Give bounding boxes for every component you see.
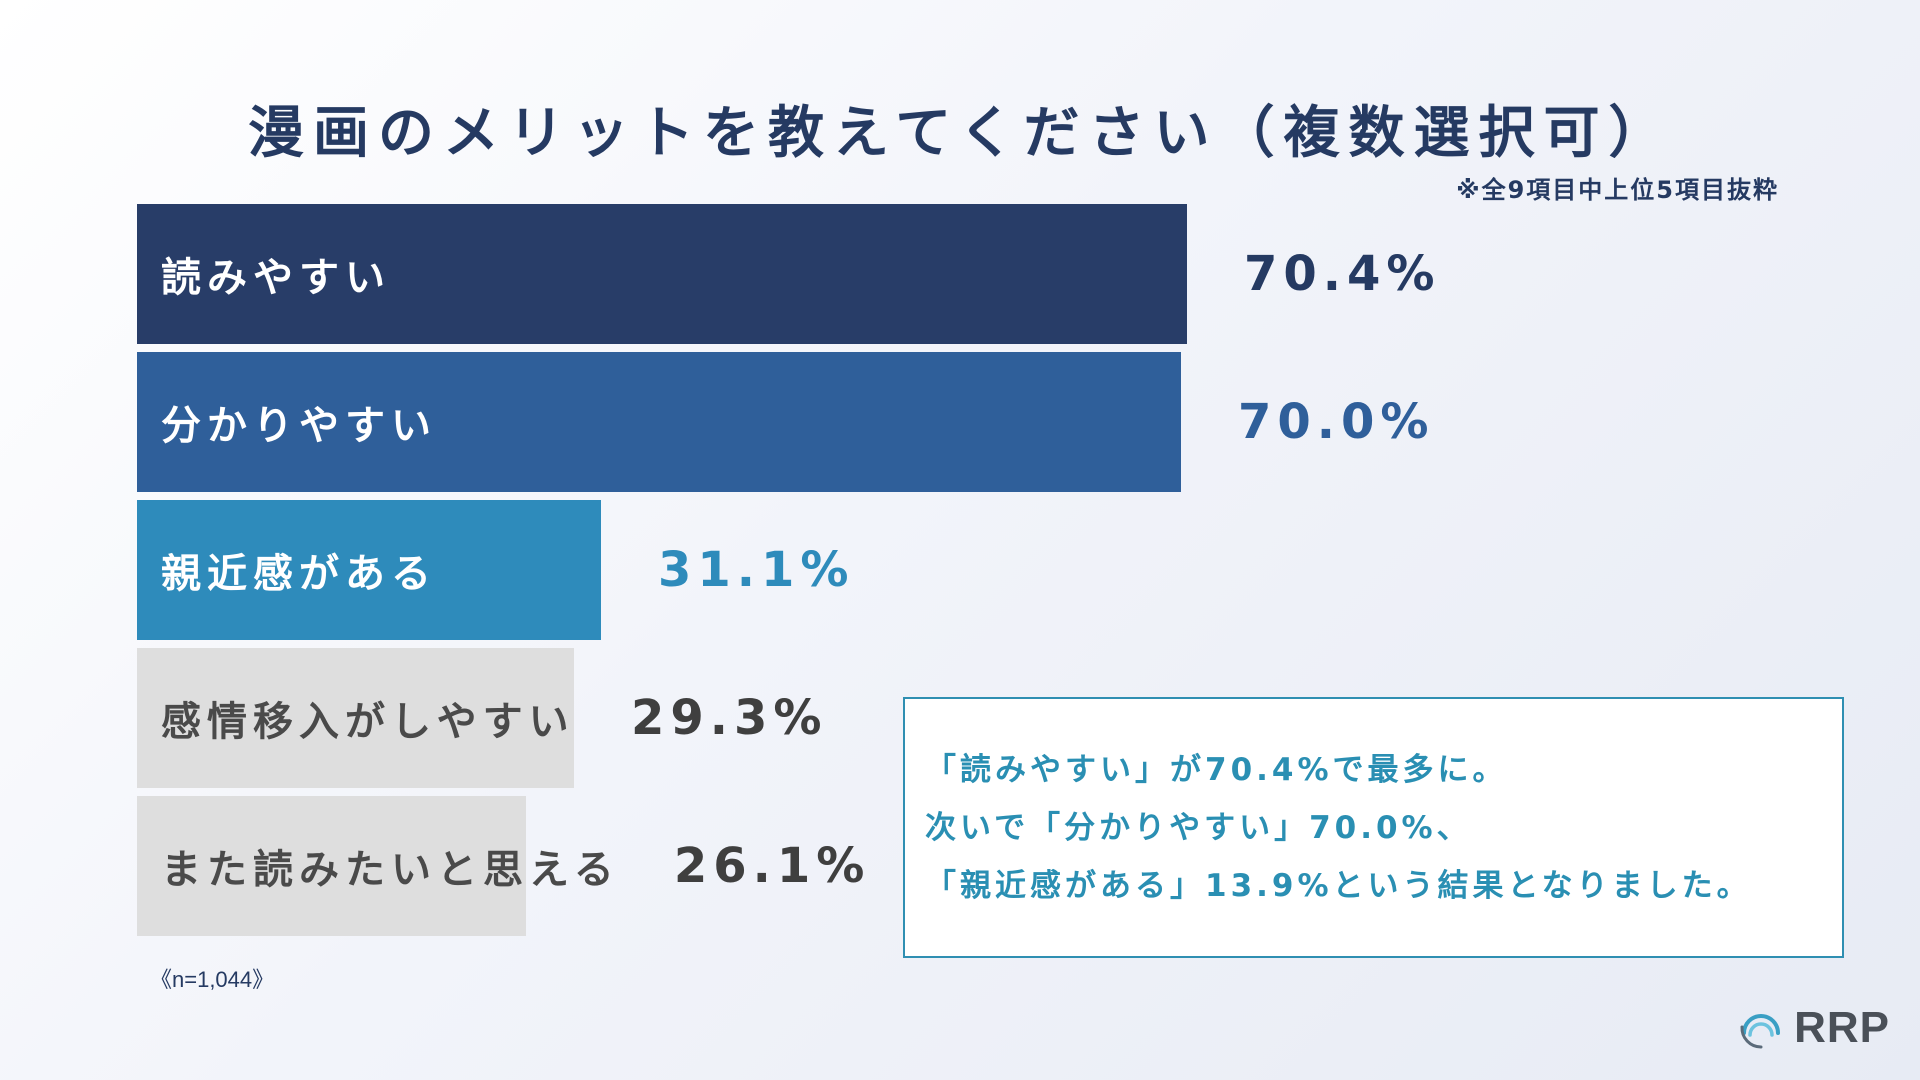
bar-4: 感情移入がしやすい bbox=[137, 648, 574, 788]
concentric-arc-logo-icon bbox=[1740, 1014, 1781, 1049]
bar-label-3: 親近感がある bbox=[161, 551, 437, 597]
bar-3: 親近感がある bbox=[137, 500, 601, 640]
chart-title: 漫画のメリットを教えてください（複数選択可） bbox=[248, 101, 1674, 166]
sample-size: 《n=1,044》 bbox=[150, 967, 275, 992]
bar-2: 分かりやすい bbox=[137, 352, 1181, 492]
summary-line-2: 次いで「分かりやすい」70.0%、 bbox=[925, 810, 1472, 846]
bar-label-1: 読みやすい bbox=[161, 255, 391, 301]
bar-value-4: 29.3% bbox=[631, 690, 828, 746]
bar-value-3: 31.1% bbox=[658, 542, 855, 598]
bar-value-2: 70.0% bbox=[1238, 394, 1435, 450]
bar-5: また読みたいと思える bbox=[137, 796, 614, 936]
bar-value-5: 26.1% bbox=[673, 838, 871, 894]
bar-value-1: 70.4% bbox=[1244, 246, 1441, 302]
bar-label-2: 分かりやすい bbox=[161, 403, 437, 449]
summary-line-1: 「読みやすい」が70.4%で最多に。 bbox=[925, 752, 1508, 788]
bar-1: 読みやすい bbox=[137, 204, 1187, 344]
logo-text: RRP bbox=[1794, 1003, 1890, 1052]
bar-label-5: また読みたいと思える bbox=[161, 847, 620, 893]
summary-line-3: 「親近感がある」13.9%という結果となりました。 bbox=[925, 868, 1752, 904]
bar-label-4: 感情移入がしやすい bbox=[161, 699, 575, 745]
note-text: ※全9項目中上位5項目抜粋 bbox=[1456, 176, 1779, 204]
rrp-logo: RRP bbox=[1738, 1003, 1890, 1053]
summary-box: 「読みやすい」が70.4%で最多に。 次いで「分かりやすい」70.0%、 「親近… bbox=[903, 697, 1844, 958]
